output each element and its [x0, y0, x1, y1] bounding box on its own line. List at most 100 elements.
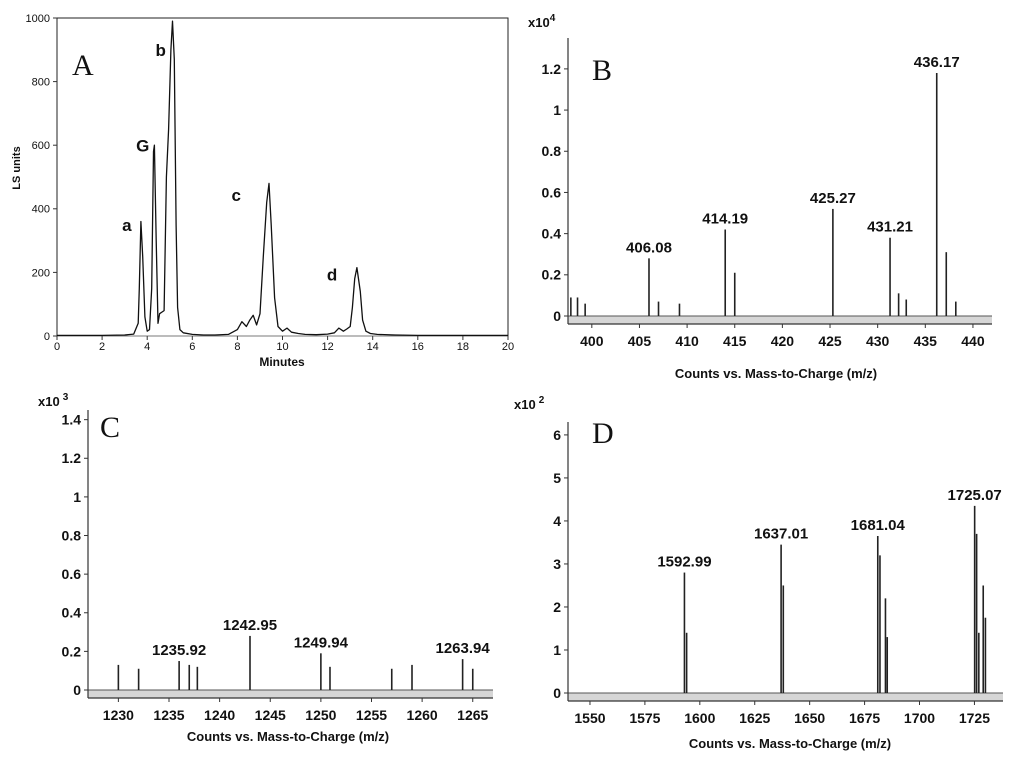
- x-tick-label: 1240: [204, 707, 235, 723]
- peak-annotation: d: [327, 265, 337, 284]
- y-tick-label: 5: [553, 470, 561, 486]
- y-tick-label: 400: [32, 204, 50, 216]
- x-tick-label: 1235: [153, 707, 184, 723]
- y-tick-label: 0.4: [62, 605, 82, 621]
- peak-annotation: G: [136, 137, 149, 156]
- y-tick-label: 2: [553, 599, 561, 615]
- x-tick-label: 410: [675, 333, 699, 349]
- x-tick-label: 415: [723, 333, 747, 349]
- x-tick-label: 18: [457, 341, 469, 353]
- y-tick-label: 0.6: [542, 184, 562, 200]
- y-tick-label: 0: [73, 682, 81, 698]
- y-tick-label: 0.8: [62, 527, 82, 543]
- panel-letter: A: [72, 49, 94, 82]
- y-tick-label: 1: [73, 489, 81, 505]
- panel-letter: B: [592, 54, 612, 87]
- x-tick-label: 1725: [959, 710, 990, 726]
- peak-mz-label: 436.17: [914, 54, 960, 71]
- x-axis-label: Minutes: [259, 355, 305, 369]
- plot-frame: [56, 17, 509, 337]
- y-tick-label: 800: [32, 76, 50, 88]
- x-tick-label: 1245: [255, 707, 286, 723]
- peak-mz-label: 406.08: [626, 239, 672, 256]
- x-tick-label: 400: [580, 333, 604, 349]
- baseline-band: [568, 316, 992, 324]
- peak-mz-label: 1263.94: [436, 640, 491, 657]
- x-tick-label: 425: [818, 333, 842, 349]
- peak-mz-label: 1242.95: [223, 617, 277, 634]
- panel-a: A LS units Minutes 0 2 4 6 8 10 12 14 16 18 200200…: [11, 13, 514, 369]
- x-tick-label: 1230: [103, 707, 134, 723]
- x-tick-label: 8: [234, 341, 240, 353]
- y-tick-label: 1: [553, 102, 561, 118]
- baseline-band: [568, 693, 1003, 701]
- peak-mz-label: 1725.07: [948, 487, 1002, 504]
- chromatogram-trace: [57, 20, 508, 337]
- peak-annotation: c: [232, 186, 241, 205]
- x-tick-label: 420: [771, 333, 795, 349]
- peak-mz-label: 1681.04: [851, 517, 906, 534]
- x-tick-label: 1550: [574, 710, 605, 726]
- y-tick-label: 1000: [26, 13, 50, 25]
- x-tick-label: 0: [54, 341, 60, 353]
- scale-factor-label: x10 2: [514, 395, 545, 412]
- x-tick-label: 1265: [457, 707, 488, 723]
- x-tick-label: 1600: [684, 710, 715, 726]
- x-tick-label: 405: [628, 333, 652, 349]
- y-tick-label: 1.2: [542, 61, 562, 77]
- x-axis-label: Counts vs. Mass-to-Charge (m/z): [187, 729, 389, 744]
- y-tick-label: 0.4: [542, 226, 562, 242]
- y-tick-label: 200: [32, 267, 50, 279]
- scale-factor-label: x10 3: [38, 392, 69, 409]
- x-axis-label: Counts vs. Mass-to-Charge (m/z): [689, 736, 891, 751]
- peak-mz-label: 1592.99: [657, 554, 711, 571]
- y-tick-label: 3: [553, 556, 561, 572]
- y-tick-label: 1: [553, 642, 561, 658]
- peak-annotation: a: [122, 216, 132, 235]
- panel-b: B x104 Counts vs. Mass-to-Charge (m/z) 4…: [528, 13, 992, 381]
- peak-annotation: b: [156, 41, 166, 60]
- peak-mz-label: 414.19: [702, 211, 748, 228]
- x-tick-label: 12: [321, 341, 333, 353]
- peak-mz-label: 425.27: [810, 190, 856, 207]
- x-tick-label: 1260: [407, 707, 438, 723]
- x-tick-label: 1650: [794, 710, 825, 726]
- y-tick-label: 1.2: [62, 450, 82, 466]
- peak-mz-label: 431.21: [867, 219, 913, 236]
- y-tick-label: 0.2: [62, 643, 82, 659]
- x-tick-label: 20: [502, 341, 514, 353]
- baseline-band: [88, 690, 493, 698]
- x-tick-label: 1625: [739, 710, 770, 726]
- x-tick-label: 1675: [849, 710, 880, 726]
- x-tick-label: 16: [412, 341, 424, 353]
- peak-mz-label: 1235.92: [152, 642, 206, 659]
- y-tick-label: 6: [553, 427, 561, 443]
- x-tick-label: 6: [189, 341, 195, 353]
- panel-d: D x10 2 Counts vs. Mass-to-Charge (m/z) 1…: [514, 395, 1003, 751]
- y-tick-label: 0.8: [542, 143, 562, 159]
- y-tick-label: 4: [553, 513, 561, 529]
- panel-letter: D: [592, 417, 614, 450]
- x-tick-label: 2: [99, 341, 105, 353]
- scale-factor-label: x104: [528, 13, 556, 30]
- y-tick-label: 1.4: [62, 412, 82, 428]
- panel-letter: C: [100, 411, 120, 444]
- x-tick-label: 440: [961, 333, 985, 349]
- x-tick-label: 14: [367, 341, 379, 353]
- y-tick-label: 0.6: [62, 566, 82, 582]
- x-tick-label: 1250: [305, 707, 336, 723]
- x-tick-label: 1575: [629, 710, 660, 726]
- x-tick-label: 1700: [904, 710, 935, 726]
- y-tick-label: 0: [553, 308, 561, 324]
- x-tick-label: 435: [914, 333, 938, 349]
- x-tick-label: 1255: [356, 707, 387, 723]
- peak-mz-label: 1249.94: [294, 634, 349, 651]
- y-tick-label: 0: [44, 331, 50, 343]
- y-tick-label: 0.2: [542, 267, 562, 283]
- peak-mz-label: 1637.01: [754, 526, 808, 543]
- x-tick-label: 4: [144, 341, 150, 353]
- y-axis-label: LS units: [11, 146, 23, 189]
- y-tick-label: 600: [32, 140, 50, 152]
- x-tick-label: 10: [276, 341, 288, 353]
